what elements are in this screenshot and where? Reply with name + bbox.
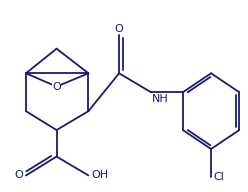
Text: O: O [52,82,61,92]
Text: OH: OH [91,170,108,180]
Text: Cl: Cl [214,172,224,182]
Text: NH: NH [152,94,169,104]
Text: O: O [15,170,24,180]
Text: O: O [115,24,124,34]
